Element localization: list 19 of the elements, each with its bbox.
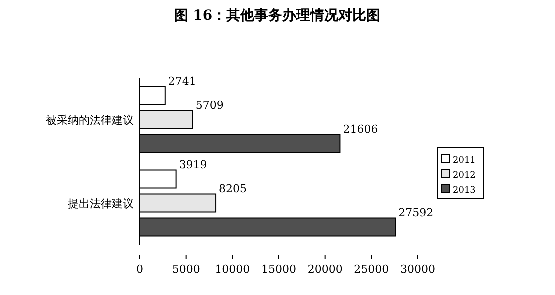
- x-tick-label: 5000: [172, 263, 200, 276]
- data-label: 3919: [179, 158, 208, 172]
- x-tick-label: 0: [136, 263, 144, 276]
- legend-label: 2011: [453, 156, 476, 166]
- data-label: 5709: [196, 98, 224, 112]
- data-label: 2741: [168, 74, 196, 88]
- y-tick-label: 被采纳的法律建议: [46, 114, 134, 127]
- legend-label: 2012: [453, 171, 476, 181]
- data-label: 21606: [343, 122, 378, 136]
- legend-label: 2013: [453, 186, 476, 196]
- data-label: 8205: [219, 182, 248, 196]
- chart-title: 图 16：其他事务办理情况对比图: [174, 8, 381, 24]
- x-tick-label: 20000: [308, 263, 343, 276]
- x-tick-label: 15000: [262, 263, 296, 276]
- data-label: 27592: [398, 206, 434, 220]
- x-tick-label: 25000: [354, 263, 390, 276]
- x-tick-label: 10000: [215, 263, 250, 276]
- x-tick-label: 30000: [400, 263, 436, 276]
- y-tick-label: 提出法律建议: [68, 197, 134, 210]
